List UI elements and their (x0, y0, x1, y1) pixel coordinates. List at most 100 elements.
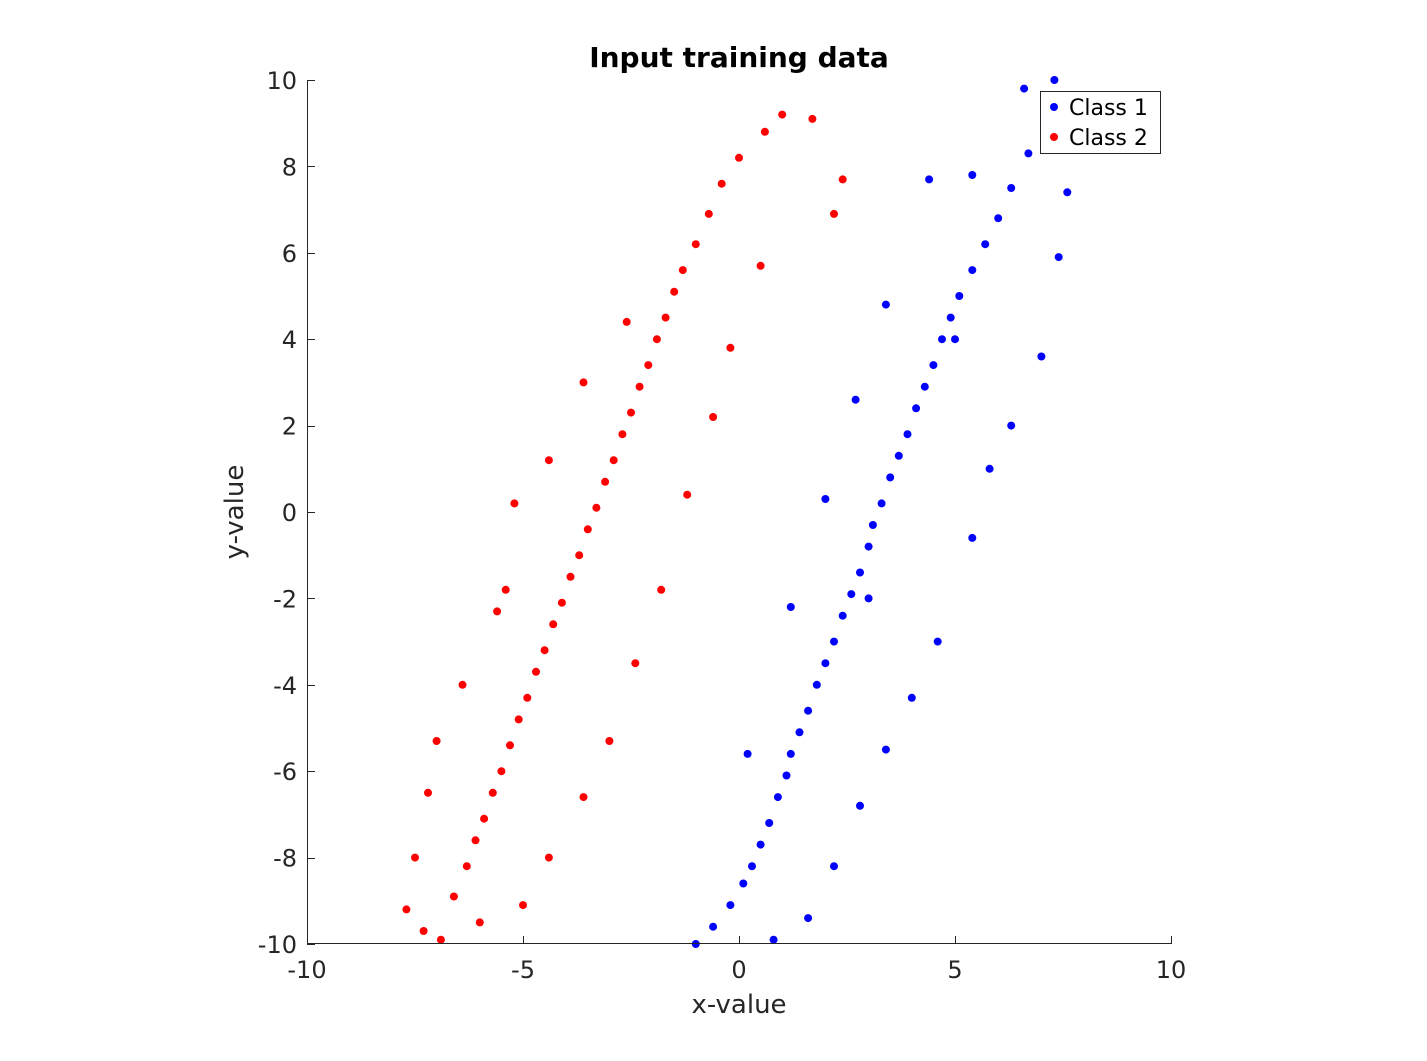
scatter-point (635, 382, 644, 391)
points-layer (402, 76, 1072, 948)
scatter-point (981, 240, 990, 249)
scatter-point (735, 153, 743, 162)
scatter-point (894, 451, 903, 460)
scatter-point (510, 499, 519, 508)
x-axis-label: x-value (691, 990, 786, 1020)
scatter-point (1007, 184, 1016, 192)
y-tick-label: -2 (273, 585, 297, 613)
scatter-point (402, 905, 411, 914)
scatter-point (411, 853, 419, 862)
scatter-point (514, 715, 523, 724)
scatter-point (868, 521, 877, 529)
scatter-point (605, 737, 614, 745)
scatter-point (994, 214, 1003, 223)
scatter-point (1037, 352, 1046, 361)
scatter-point (864, 594, 873, 603)
scatter-point (726, 343, 735, 352)
scatter-point (847, 590, 856, 599)
scatter-point (506, 741, 514, 750)
scatter-point (458, 680, 467, 689)
scatter-point (812, 680, 821, 689)
scatter-point (462, 862, 471, 871)
scatter-point (804, 706, 813, 715)
scatter-point (544, 456, 553, 465)
legend-label-class-1: Class 1 (1069, 96, 1148, 121)
scatter-point (683, 490, 692, 499)
scatter-point (786, 749, 795, 758)
y-axis-label: y-value (220, 465, 250, 560)
scatter-point (795, 728, 804, 737)
scatter-point (609, 456, 618, 465)
scatter-point (670, 287, 679, 296)
scatter-point (583, 525, 592, 534)
scatter-point (968, 533, 977, 542)
scatter-point (661, 313, 670, 322)
scatter-point (907, 693, 916, 702)
scatter-point (739, 879, 748, 888)
scatter-point (424, 788, 432, 797)
scatter-point (523, 693, 532, 702)
scatter-point (622, 317, 631, 326)
scatter-point (856, 801, 864, 810)
scatter-point (480, 814, 489, 823)
scatter-point (436, 935, 445, 944)
series-class-1 (691, 76, 1072, 948)
scatter-point (821, 659, 830, 668)
scatter-point (540, 646, 549, 655)
scatter-point (808, 114, 817, 123)
scatter-point (493, 607, 502, 616)
scatter-point (756, 840, 765, 849)
scatter-point (756, 261, 765, 270)
scatter-point (704, 209, 713, 218)
scatter-point (549, 620, 558, 629)
scatter-point (968, 171, 977, 179)
scatter-point (920, 382, 929, 391)
scatter-point (691, 240, 700, 249)
scatter-point (778, 110, 787, 119)
scatter-point (881, 745, 890, 754)
scatter-point (579, 793, 588, 802)
scatter-point (929, 361, 938, 370)
scatter-point (830, 637, 838, 646)
scatter-point (769, 935, 778, 944)
x-tick-label: -5 (511, 956, 535, 984)
scatter-point (851, 395, 860, 404)
scatter-point (830, 209, 838, 218)
chart-title: Input training data (589, 41, 889, 74)
scatter-point (821, 495, 830, 503)
scatter-point (532, 667, 540, 676)
scatter-point (709, 922, 718, 931)
legend-marker-class-2 (1050, 133, 1058, 141)
scatter-point (631, 659, 640, 668)
scatter-point (743, 749, 752, 758)
y-tick-label: -10 (258, 931, 297, 959)
scatter-point (864, 542, 873, 551)
scatter-point (717, 179, 726, 188)
scatter-point (575, 551, 584, 560)
series-class-2 (402, 110, 847, 944)
scatter-point (432, 737, 441, 745)
y-tick-label: 0 (282, 499, 297, 527)
scatter-point (475, 918, 484, 927)
scatter-point (951, 335, 959, 344)
scatter-point (804, 914, 813, 923)
scatter-point (786, 603, 795, 611)
ticks-layer: -10 -5 0 5 10 -10 -8 -6 -4 -2 0 2 4 6 8 10 (258, 67, 1186, 984)
scatter-point (1007, 421, 1016, 430)
scatter-point (544, 853, 553, 862)
scatter-point (557, 598, 566, 607)
scatter-point (1063, 188, 1072, 197)
scatter-point (519, 901, 527, 910)
scatter-point (709, 413, 718, 421)
y-tick-label: -4 (273, 672, 297, 700)
x-tick-label: 5 (947, 956, 962, 984)
x-tick-label: 0 (731, 956, 746, 984)
y-tick-label: 10 (266, 67, 297, 95)
scatter-point (1050, 76, 1059, 84)
x-tick-label: -10 (287, 956, 326, 984)
scatter-point (601, 477, 610, 486)
scatter-point (497, 767, 506, 776)
scatter-point (903, 430, 912, 439)
